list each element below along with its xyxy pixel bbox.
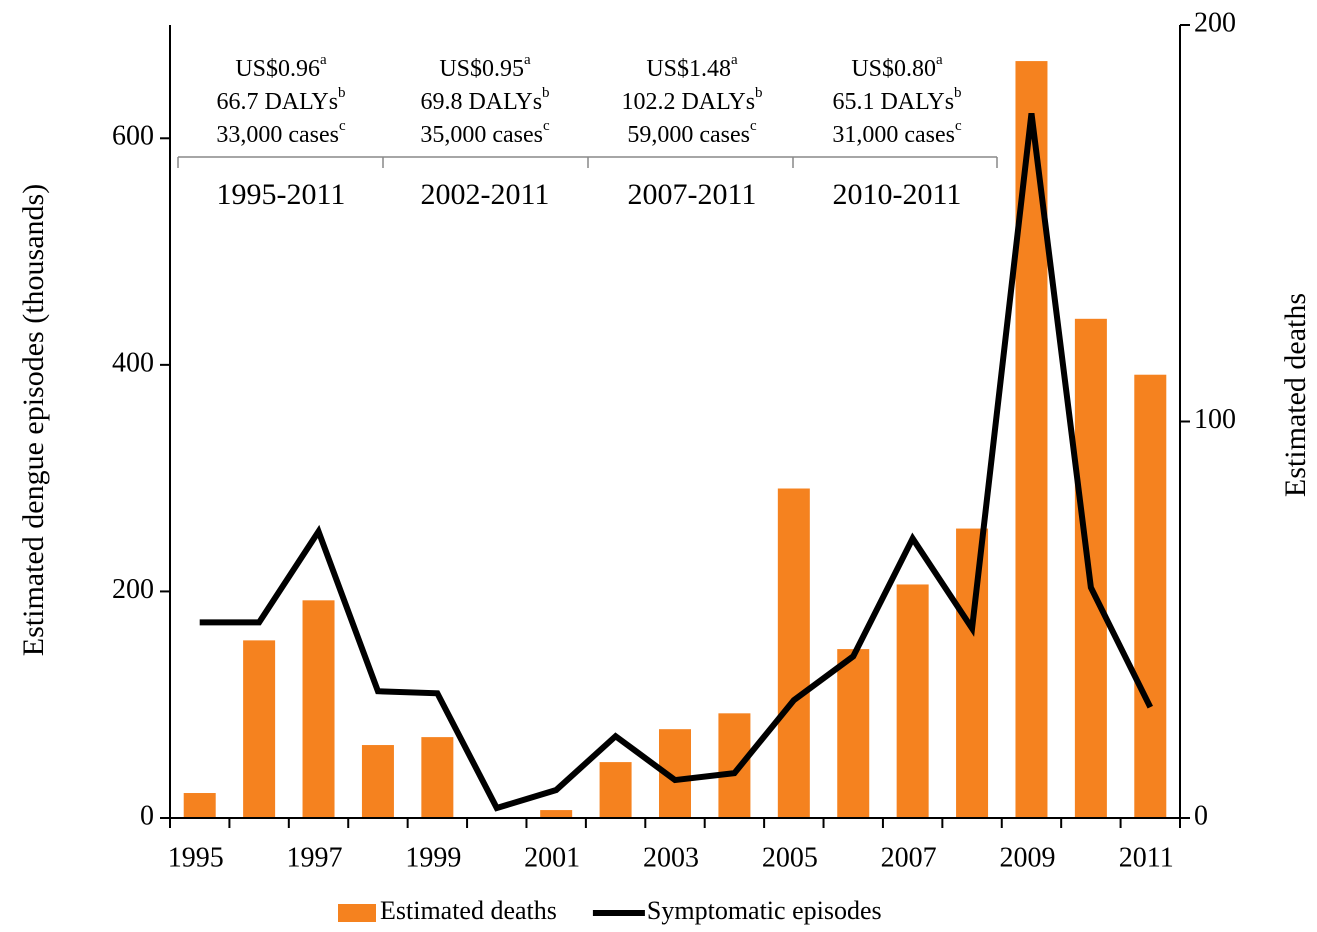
annotation-text: 59,000 cases [627,122,750,148]
y-tick-label: 0 [140,800,154,831]
y-tick-label: 600 [112,121,154,152]
x-tick-label: 2005 [762,842,818,873]
annotation-sup: b [542,85,550,101]
annotation: 59,000 casesc [627,118,757,147]
annotation-text: 69.8 DALYs [420,89,542,115]
bar [183,793,216,818]
annotation-text: US$0.80 [851,56,936,82]
annotation-sup: c [543,118,550,134]
y-tick-label: 200 [112,574,154,605]
annotation-period: 1995-2011 [217,178,346,211]
annotation-sup: a [731,52,738,68]
annotation-sup: c [955,118,962,134]
annotation: 69.8 DALYsb [420,85,549,114]
bar [421,737,454,818]
x-tick-label: 1999 [405,842,461,873]
annotation-text: US$1.48 [646,56,731,82]
annotation-text: 102.2 DALYs [621,89,755,115]
bar [956,528,989,818]
annotation-text: 65.1 DALYs [832,89,954,115]
annotation: 102.2 DALYsb [621,85,762,114]
annotation-period: 2010-2011 [833,178,962,211]
x-tick-label: 2009 [999,842,1055,873]
bar [361,745,394,818]
annotation: US$1.48a [646,52,738,81]
annotation-period: 2007-2011 [628,178,757,211]
y2-tick-label: 200 [1194,7,1236,38]
annotation-sup: c [339,118,346,134]
annotation-text: 33,000 cases [216,122,339,148]
annotation: 66.7 DALYsb [216,85,345,114]
x-tick-label: 2001 [524,842,580,873]
x-tick-label: 1997 [287,842,343,873]
annotation: 35,000 casesc [420,118,550,147]
bar [540,810,573,818]
annotation: US$0.96a [235,52,327,81]
legend-label: Estimated deaths [380,896,557,925]
x-tick-label: 2003 [643,842,699,873]
bar [243,640,276,818]
y2-axis-label: Estimated deaths [1279,293,1312,497]
annotation-text: 35,000 cases [420,122,543,148]
annotation-sup: b [755,85,763,101]
annotation: 65.1 DALYsb [832,85,961,114]
annotation-text: US$0.95 [439,56,524,82]
annotation: 33,000 casesc [216,118,346,147]
annotation-sup: a [936,52,943,68]
x-tick-label: 2007 [881,842,937,873]
annotation-sup: c [750,118,757,134]
annotation-text: 31,000 cases [832,122,955,148]
annotation: US$0.95a [439,52,531,81]
bar [896,584,929,818]
bar [1015,61,1048,819]
annotation-period: 2002-2011 [421,178,550,211]
annotation-sup: b [954,85,962,101]
x-tick-label: 2011 [1119,842,1174,873]
annotation-sup: a [320,52,327,68]
legend-label: Symptomatic episodes [647,896,882,925]
annotation: 31,000 casesc [832,118,962,147]
line [199,112,1153,812]
x-tick-label: 1995 [168,842,224,873]
y2-tick-label: 0 [1194,800,1208,831]
bar [718,713,751,818]
annotation-text: 66.7 DALYs [216,89,338,115]
y-axis-label: Estimated dengue episodes (thousands) [17,184,50,656]
bar [302,600,335,818]
bar [599,762,632,818]
bar [777,488,810,818]
bar [837,649,870,818]
annotation-sup: a [524,52,531,68]
y2-tick-label: 100 [1194,404,1236,435]
legend-swatch [338,904,376,922]
bar [1134,374,1167,818]
annotation: US$0.80a [851,52,943,81]
y-tick-label: 400 [112,347,154,378]
annotation-text: US$0.96 [235,56,320,82]
annotation-sup: b [338,85,346,101]
